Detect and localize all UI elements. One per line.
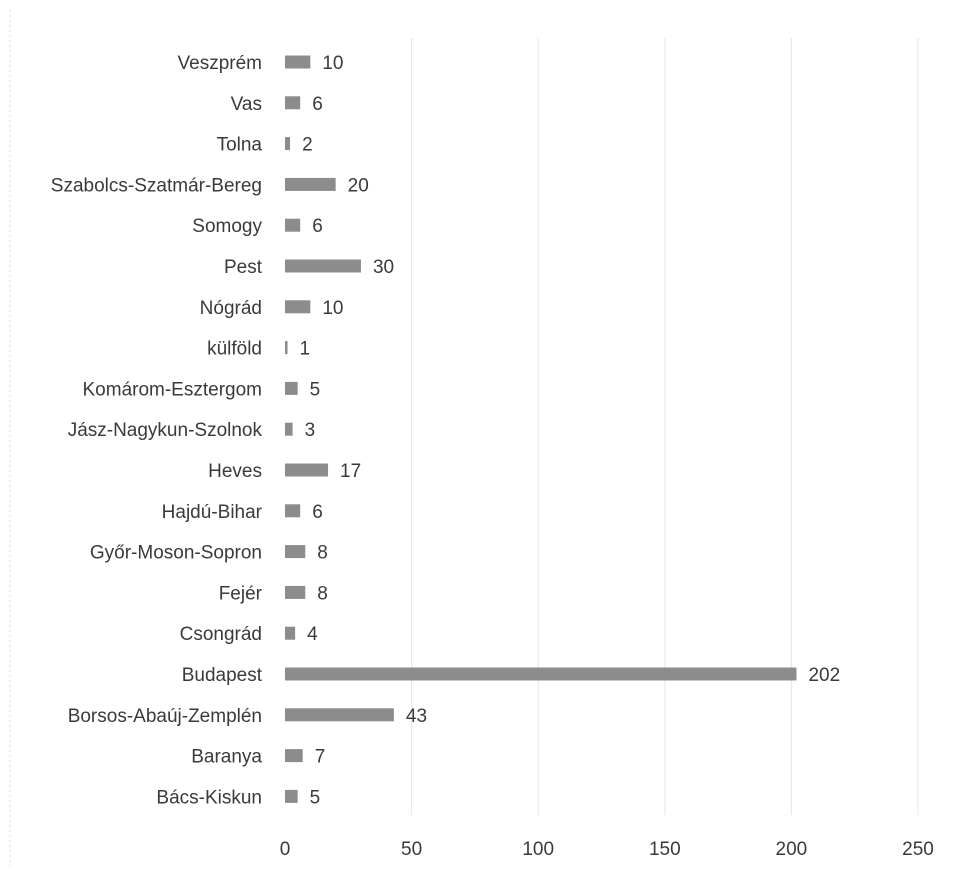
data-label: 6	[312, 94, 323, 115]
category-label: Hajdú-Bihar	[162, 502, 263, 523]
bar	[285, 177, 336, 191]
category-labels: Veszprém Vas Tolna Szabolcs-Szatmár-Bereg So…	[51, 53, 263, 808]
category-label: Jász-Nagykun-Szolnok	[68, 420, 263, 441]
data-labels: 10 6 2 20 6 30 10 1 5 3 17 6 8 8 4 202 43 7 5	[300, 53, 841, 808]
category-label: Veszprém	[178, 53, 262, 74]
bar	[285, 381, 298, 395]
data-label: 8	[317, 583, 328, 604]
bar	[285, 259, 361, 273]
bar	[285, 300, 311, 314]
category-label: Nógrád	[200, 298, 262, 319]
bar	[285, 545, 306, 559]
bar	[285, 55, 311, 69]
category-label: Bács-Kiskun	[156, 787, 262, 808]
x-tick-label: 200	[776, 839, 808, 860]
bar	[285, 667, 797, 681]
category-label: Tolna	[217, 135, 263, 156]
data-label: 5	[310, 787, 321, 808]
data-label: 3	[305, 420, 316, 441]
bars	[285, 55, 797, 803]
bar	[285, 626, 296, 640]
data-label: 20	[348, 175, 369, 196]
bar	[285, 749, 303, 763]
bar	[285, 789, 298, 803]
category-label: Fejér	[219, 583, 263, 604]
bar	[285, 504, 301, 518]
data-label: 30	[373, 257, 394, 278]
bar	[285, 463, 329, 477]
bar	[285, 585, 306, 599]
data-label: 10	[322, 53, 343, 74]
category-label: Baranya	[191, 747, 262, 768]
data-label: 1	[300, 339, 311, 360]
category-label: külföld	[207, 339, 262, 360]
category-label: Pest	[224, 257, 263, 278]
data-label: 5	[310, 379, 321, 400]
bar	[285, 218, 301, 232]
bar	[285, 137, 291, 151]
bar	[285, 96, 301, 110]
data-label: 10	[322, 298, 343, 319]
data-label: 8	[317, 543, 328, 564]
data-label: 6	[312, 502, 323, 523]
data-label: 4	[307, 624, 318, 645]
category-label: Somogy	[192, 216, 262, 237]
category-label: Heves	[208, 461, 262, 482]
category-label: Komárom-Esztergom	[83, 379, 263, 400]
x-tick-label: 250	[902, 839, 934, 860]
category-label: Szabolcs-Szatmár-Bereg	[51, 175, 262, 196]
category-label: Csongrád	[180, 624, 262, 645]
category-label: Győr-Moson-Sopron	[90, 543, 262, 564]
x-tick-label: 50	[401, 839, 422, 860]
x-axis-tick-labels: 0 50 100 150 200 250	[280, 839, 934, 860]
data-label: 202	[808, 665, 840, 686]
x-tick-label: 150	[649, 839, 681, 860]
bar	[285, 708, 394, 722]
gridlines	[411, 38, 919, 815]
data-label: 6	[312, 216, 323, 237]
category-label: Budapest	[182, 665, 263, 686]
bar	[285, 341, 288, 355]
category-label: Borsos-Abaúj-Zemplén	[68, 706, 262, 727]
category-label: Vas	[231, 94, 262, 115]
bar	[285, 422, 293, 436]
data-label: 2	[302, 135, 313, 156]
x-tick-label: 0	[280, 839, 291, 860]
data-label: 43	[406, 706, 427, 727]
data-label: 17	[340, 461, 361, 482]
x-tick-label: 100	[522, 839, 554, 860]
data-label: 7	[315, 747, 326, 768]
